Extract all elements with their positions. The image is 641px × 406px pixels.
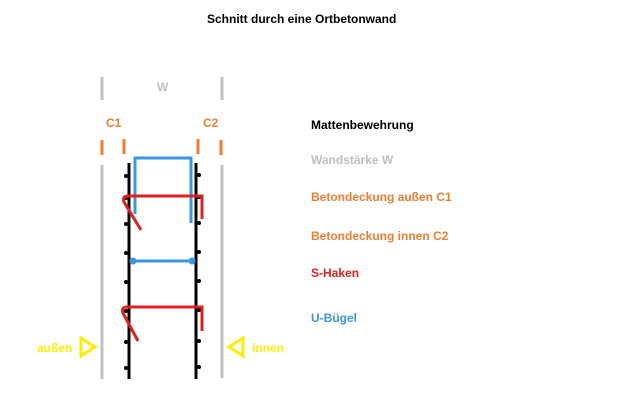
side-markers (79, 335, 245, 359)
label-innen: innen (252, 341, 284, 355)
cross-bar-dot (124, 251, 128, 255)
cross-bar-dot (124, 366, 128, 370)
cross-bar-dot (197, 339, 201, 343)
cross-bar-dot (197, 279, 201, 283)
cross-bar-dot (124, 222, 128, 226)
legend-u-stirrup: U-Bügel (311, 311, 357, 325)
cross-bar-dot (197, 308, 201, 312)
u-stirrup (129, 156, 196, 265)
cross-bar-dot (197, 365, 201, 369)
label-c1: C1 (106, 116, 122, 130)
diagram-title: Schnitt durch eine Ortbetonwand (207, 12, 397, 26)
cross-bar-dot (197, 250, 201, 254)
legend-heading: Mattenbewehrung (311, 118, 414, 132)
mesh-bars (127, 163, 198, 379)
cross-bar-dot (124, 340, 128, 344)
legend-cover-outside: Betondeckung außen C1 (311, 190, 452, 204)
wall-lines (100, 77, 224, 379)
cross-bar-dot (197, 221, 201, 225)
label-w: W (157, 80, 169, 94)
label-aussen: außen (37, 341, 73, 355)
cross-bar-dot (124, 174, 128, 178)
legend-s-hook: S-Haken (311, 266, 360, 280)
label-c2: C2 (203, 116, 219, 130)
cross-bar-dot (124, 309, 128, 313)
s-hooks (121, 194, 204, 342)
legend-wall-thickness: Wandstärke W (311, 153, 394, 167)
cover-markers (100, 139, 223, 155)
cross-bar-dot (197, 173, 201, 177)
legend-cover-inside: Betondeckung innen C2 (311, 229, 449, 243)
cross-bar-dot (124, 280, 128, 284)
